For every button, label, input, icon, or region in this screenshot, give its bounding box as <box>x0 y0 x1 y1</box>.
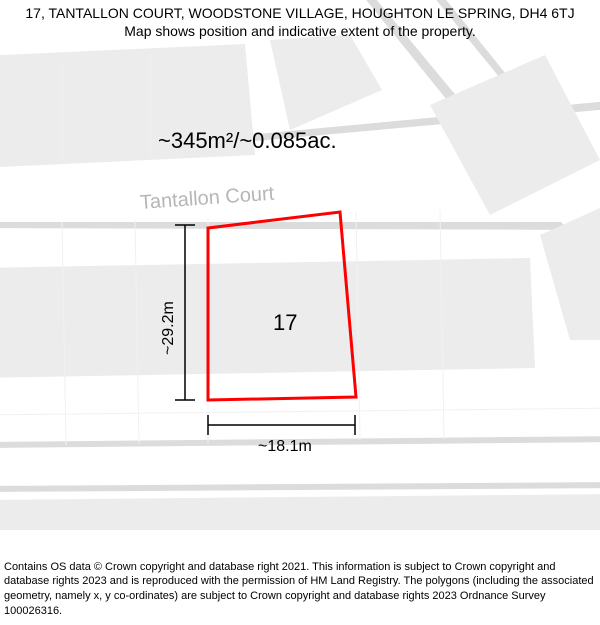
header-subtitle: Map shows position and indicative extent… <box>0 22 600 40</box>
plot-number: 17 <box>273 310 297 336</box>
map-area: Tantallon Court ~345m²/~0.085ac. 17 ~29.… <box>0 0 600 530</box>
dim-height-label: ~29.2m <box>160 301 178 355</box>
footer-text: Contains OS data © Crown copyright and d… <box>4 560 596 619</box>
header: 17, TANTALLON COURT, WOODSTONE VILLAGE, … <box>0 4 600 40</box>
area-label: ~345m²/~0.085ac. <box>158 128 337 154</box>
header-address: 17, TANTALLON COURT, WOODSTONE VILLAGE, … <box>0 4 600 22</box>
page-container: 17, TANTALLON COURT, WOODSTONE VILLAGE, … <box>0 0 600 625</box>
dim-width-label: ~18.1m <box>258 438 312 456</box>
